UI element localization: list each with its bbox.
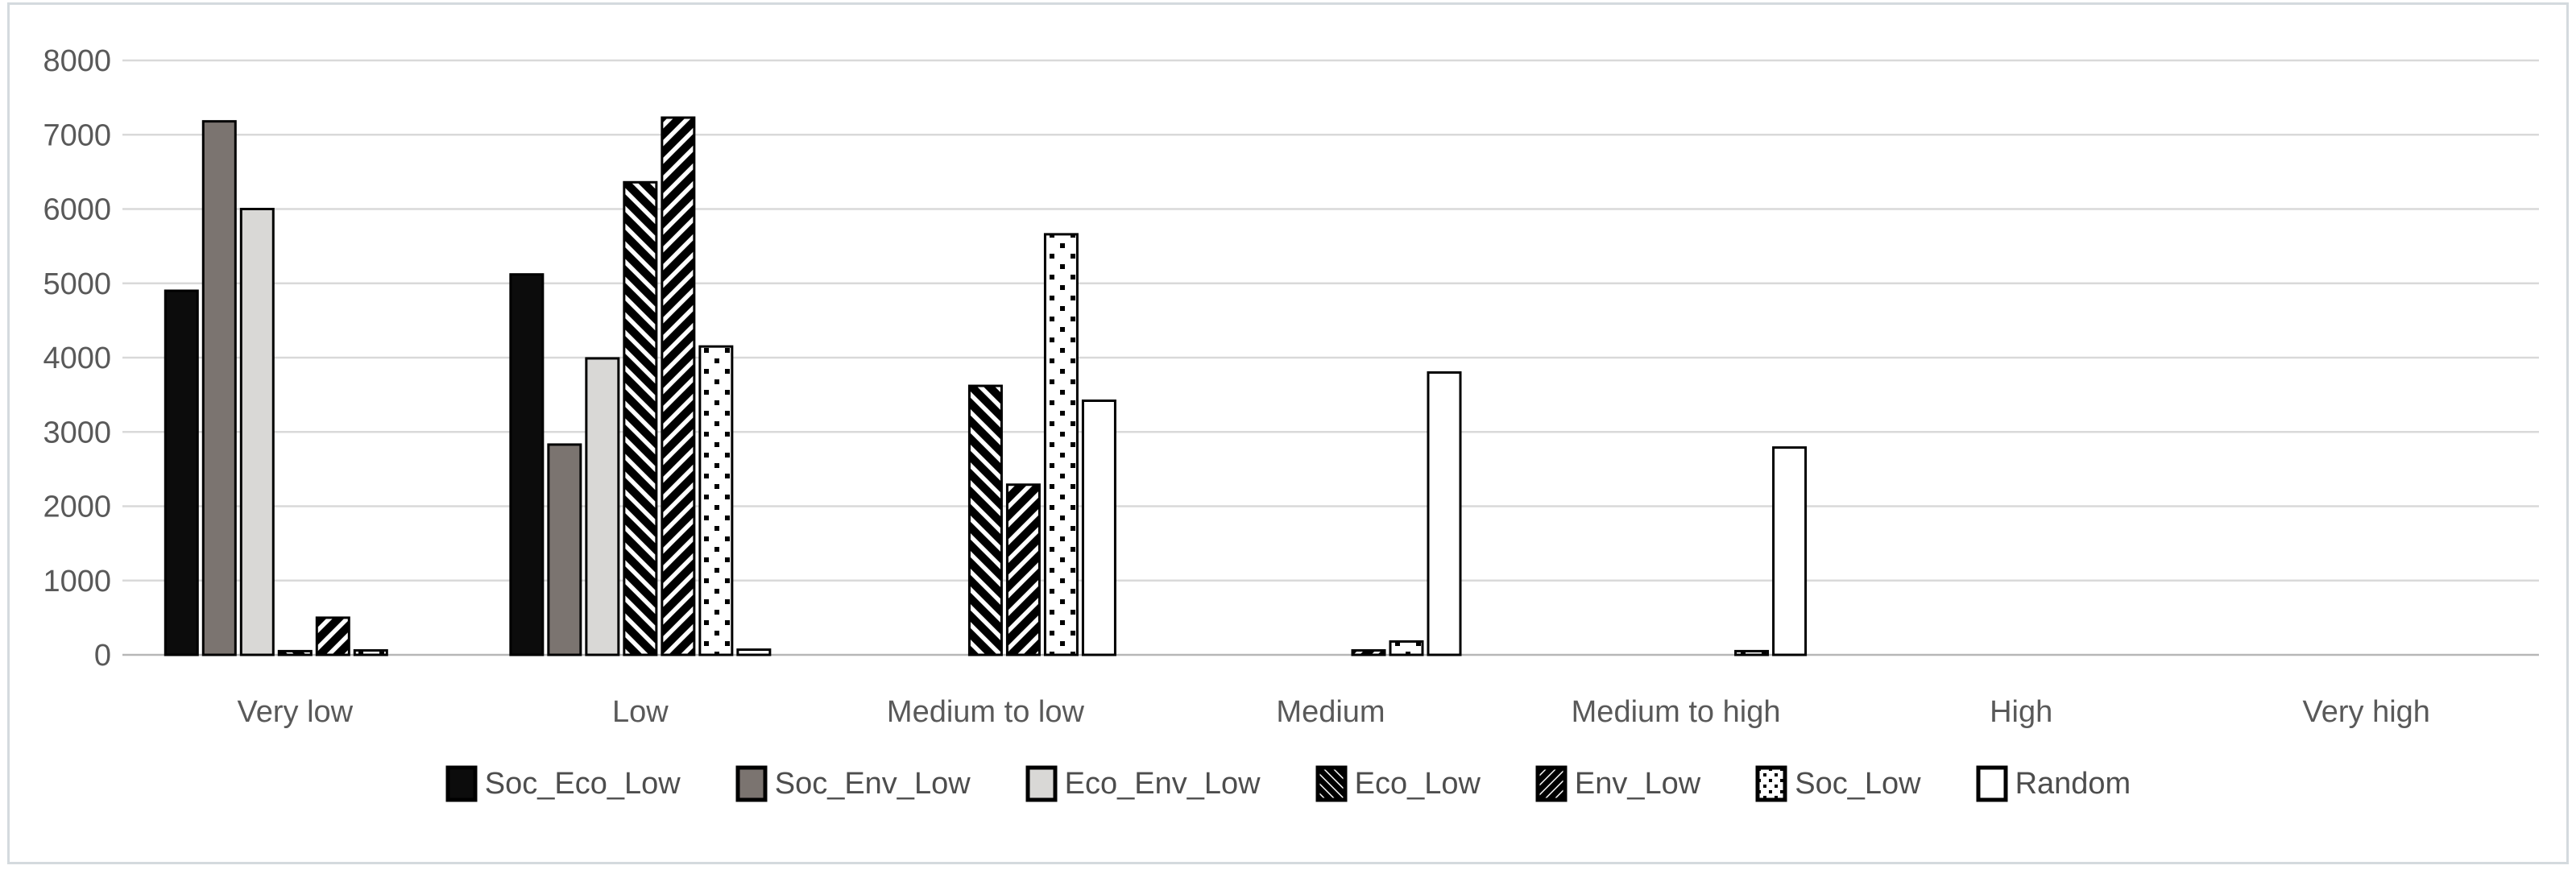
bar-Soc_Low-low [698,345,734,656]
legend-marker-eco_env_low [1025,765,1058,802]
chart-frame [7,2,2569,864]
bar-Eco_Env_Low-very-low [239,208,275,656]
legend-item-random: Random [1976,765,2131,802]
bar-Random-medium [1427,371,1462,656]
legend-item-soc_low: Soc_Low [1755,765,1921,802]
legend-item-soc_eco_low: Soc_Eco_Low [445,765,681,802]
legend-item-eco_low: Eco_Low [1315,765,1481,802]
bar-Eco_Low-very-low [277,649,313,656]
legend-label-soc_env_low: Soc_Env_Low [774,766,971,801]
legend-marker-soc_low [1755,765,1787,802]
legend-label-soc_eco_low: Soc_Eco_Low [484,766,681,801]
y-tick-label-4000: 4000 [43,342,111,375]
bar-Soc_Low-medium [1389,640,1424,656]
bar-Env_Low-very-low [315,616,350,656]
y-tick-label-6000: 6000 [43,193,111,227]
x-category-label-very-high: Very high [2302,695,2429,729]
y-tick-label-3000: 3000 [43,416,111,449]
bar-Soc_Eco_Low-very-low [164,289,199,656]
legend-marker-random [1976,765,2008,802]
chart-legend: Soc_Eco_Low Soc_Env_Low Eco_Env_Low Eco_Low… [0,752,2576,816]
legend-marker-env_low [1535,765,1568,802]
legend-marker-soc_env_low [735,765,768,802]
y-tick-label-7000: 7000 [43,118,111,152]
legend-marker-eco_low [1315,765,1348,802]
y-tick-label-0: 0 [94,639,111,673]
x-category-label-medium: Medium [1276,695,1385,729]
legend-label-eco_low: Eco_Low [1354,766,1481,801]
x-category-label-medium-to-high: Medium to high [1572,695,1781,729]
legend-item-env_low: Env_Low [1535,765,1700,802]
y-tick-label-8000: 8000 [43,44,111,78]
bar-Soc_Low-medium-to-low [1043,233,1079,656]
bar-Soc_Low-very-low [353,648,388,656]
legend-label-env_low: Env_Low [1574,766,1701,801]
x-category-label-high: High [1990,695,2052,729]
bar-Random-medium-to-low [1081,400,1116,656]
bar-Soc_Env_Low-very-low [201,120,237,656]
bar-Eco_Low-medium-to-low [967,384,1003,656]
y-tick-label-5000: 5000 [43,267,111,301]
legend-marker-soc_eco_low [445,765,478,802]
bar-Eco_Low-low [623,180,658,656]
bar-Eco_Env_Low-low [585,357,620,656]
legend-item-soc_env_low: Soc_Env_Low [735,765,971,802]
x-category-label-medium-to-low: Medium to low [887,695,1085,729]
bar-Soc_Eco_Low-low [509,273,545,656]
bar-Soc_Env_Low-low [547,443,582,656]
x-category-label-very-low: Very low [237,695,353,729]
legend-label-soc_low: Soc_Low [1795,766,1921,801]
bar-Random-low [736,648,772,656]
y-tick-label-2000: 2000 [43,491,111,524]
bar-Random-medium-to-high [1772,446,1808,656]
bar-Soc_Low-medium-to-high [1734,649,1770,656]
x-category-label-low: Low [612,695,669,729]
bar-Env_Low-low [661,116,696,656]
bar-Env_Low-medium-to-low [1005,483,1041,656]
y-tick-label-1000: 1000 [43,565,111,598]
bar-Env_Low-medium [1351,648,1386,656]
legend-label-random: Random [2015,766,2131,801]
legend-label-eco_env_low: Eco_Env_Low [1064,766,1261,801]
legend-item-eco_env_low: Eco_Env_Low [1025,765,1261,802]
